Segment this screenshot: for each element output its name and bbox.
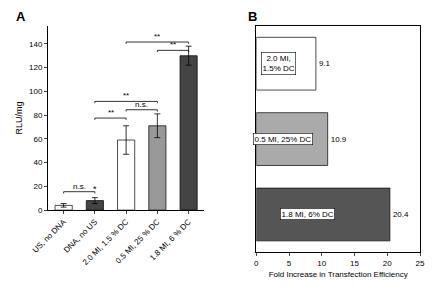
svg-text:n.s.: n.s. — [73, 182, 86, 191]
svg-text:80: 80 — [33, 111, 42, 120]
svg-text:0: 0 — [38, 206, 43, 215]
svg-text:0: 0 — [254, 259, 259, 268]
svg-text:**: ** — [123, 91, 129, 100]
svg-text:20: 20 — [33, 182, 42, 191]
svg-text:120: 120 — [29, 63, 43, 72]
svg-text:US, no DNA: US, no DNA — [31, 217, 69, 255]
svg-text:10.9: 10.9 — [331, 135, 347, 144]
svg-text:n.s.: n.s. — [135, 100, 148, 109]
svg-text:20: 20 — [383, 259, 392, 268]
svg-text:RLU/mg: RLU/mg — [14, 102, 24, 135]
svg-text:20.4: 20.4 — [393, 210, 409, 219]
svg-text:140: 140 — [29, 40, 43, 49]
svg-text:1.8 MI, 6 % DC: 1.8 MI, 6 % DC — [148, 217, 193, 262]
svg-text:25: 25 — [416, 259, 425, 268]
svg-text:5: 5 — [287, 259, 292, 268]
svg-text:0.5 MI, 25 % DC: 0.5 MI, 25 % DC — [114, 217, 162, 265]
svg-text:Fold Increase in Transfection: Fold Increase in Transfection Efficiency — [269, 270, 408, 279]
svg-text:9.1: 9.1 — [319, 59, 331, 68]
svg-text:100: 100 — [29, 87, 43, 96]
svg-text:**: ** — [108, 108, 114, 117]
svg-text:A: A — [16, 9, 26, 24]
svg-text:10: 10 — [317, 259, 326, 268]
svg-text:0.5 MI, 25% DC: 0.5 MI, 25% DC — [255, 135, 312, 144]
svg-text:2.0 MI, 1.5 % DC: 2.0 MI, 1.5 % DC — [81, 217, 131, 267]
svg-text:40: 40 — [33, 158, 42, 167]
svg-text:*: * — [93, 184, 97, 194]
svg-text:1.8 MI, 6% DC: 1.8 MI, 6% DC — [282, 210, 334, 219]
svg-text:DNA, no US: DNA, no US — [62, 218, 99, 255]
svg-text:**: ** — [170, 40, 176, 49]
svg-text:60: 60 — [33, 135, 42, 144]
svg-text:B: B — [248, 9, 257, 24]
svg-text:15: 15 — [350, 259, 359, 268]
svg-text:**: ** — [154, 32, 160, 41]
svg-text:2.0 MI,1.5% DC: 2.0 MI,1.5% DC — [263, 54, 295, 73]
